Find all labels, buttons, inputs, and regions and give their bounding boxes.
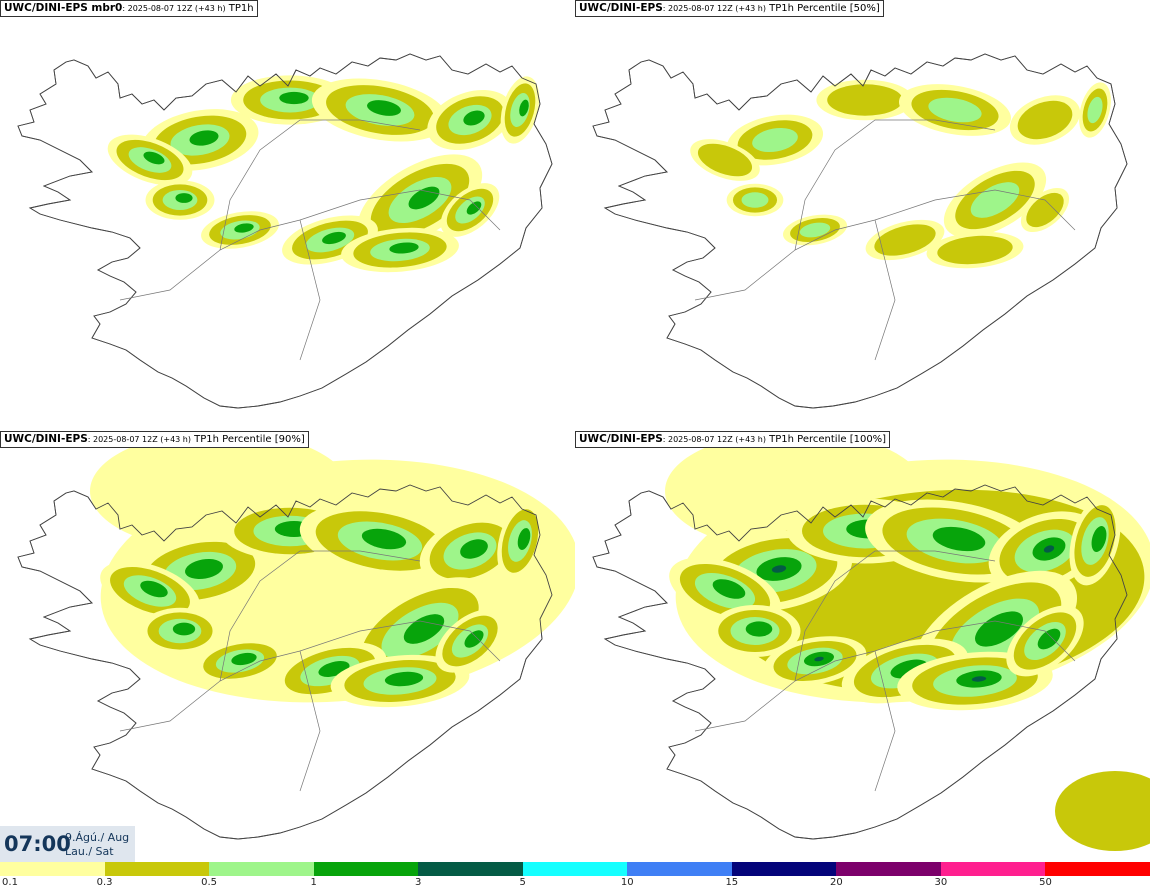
precip-area [463,110,485,126]
precip-area [741,192,769,208]
colorbar-label: 0.1 [2,877,18,888]
coastline-outline [592,53,1128,409]
precip-area [1055,771,1150,851]
precip-area [384,671,424,687]
colorbar-label: 30 [934,877,948,888]
precip-area [697,143,753,177]
road-network [694,550,1076,792]
panel-title: UWC/DINI-EPS: 2025-08-07 12Z (+43 h) TP1… [575,431,891,448]
map-canvas [17,53,553,409]
precip-area [140,580,168,598]
precip-area [937,235,1013,265]
map-canvas [592,53,1128,409]
map-panel-p90: UWC/DINI-EPS: 2025-08-07 12Z (+43 h) TP1… [0,431,575,862]
precip-area [322,231,346,245]
precip-area [517,528,531,550]
colorbar-swatch [940,862,1046,876]
colorbar-label: 5 [519,877,526,888]
precip-area [752,127,798,153]
colorbar-swatch [313,862,419,876]
colorbar-swatch [627,862,732,876]
coastline-outline [17,484,553,840]
road-network [694,119,1076,361]
precip-area [1091,526,1107,552]
precip-area [143,151,165,165]
precip-area [367,100,401,116]
valid-weekday: Lau./ Sat [65,845,114,858]
precip-area [279,91,309,105]
precip-area [1017,100,1073,140]
precip-area [361,528,407,550]
colorbar-label: 1 [310,877,317,888]
map-panel-mbr0: UWC/DINI-EPS mbr0: 2025-08-07 12Z (+43 h… [0,0,575,431]
valid-time-box: 07:00 9.Ágú./ Aug Lau./ Sat [0,826,135,862]
map-canvas [17,431,575,840]
colorbar-label: 10 [620,877,634,888]
valid-time: 07:00 [4,832,71,856]
precip-area [1026,192,1064,228]
panel-title: UWC/DINI-EPS: 2025-08-07 12Z (+43 h) TP1… [575,0,884,17]
road-network [119,550,501,792]
colorbar-swatch [1045,862,1150,876]
precip-area [970,182,1020,218]
precip-area [403,614,445,644]
coastline-outline [17,53,553,409]
colorbar-label: 20 [829,877,843,888]
precip-area [1087,96,1103,124]
precip-area [466,201,482,215]
precip-area [231,652,257,666]
colorbar-swatch [104,862,210,876]
map-canvas [592,431,1150,851]
precip-area [185,558,223,580]
colorbar-swatch [0,862,105,876]
colorbar-swatch [418,862,523,876]
map-panel-p50: UWC/DINI-EPS: 2025-08-07 12Z (+43 h) TP1… [575,0,1150,431]
precip-area [464,630,484,648]
precip-area [975,611,1023,647]
precip-area [814,656,824,662]
precip-area [827,84,903,116]
colorbar-label: 0.3 [96,877,113,888]
colorbar-label: 50 [1039,877,1052,888]
precip-area [932,526,986,552]
precip-area [771,565,787,573]
valid-date: 9.Ágú./ Aug [65,831,130,844]
road-network [119,119,501,361]
precip-area [712,579,746,599]
colorbar-label: 0.5 [201,877,218,888]
colorbar-swatch [836,862,941,876]
coastline-outline [592,484,1128,840]
precip-area [745,621,773,637]
precip-area [519,99,529,117]
precip-area [460,539,488,559]
precip-area [971,676,987,682]
precip-area [389,242,419,254]
precip-area [189,130,219,146]
panel-title: UWC/DINI-EPS: 2025-08-07 12Z (+43 h) TP1… [0,431,309,448]
panel-title: UWC/DINI-EPS mbr0: 2025-08-07 12Z (+43 h… [0,0,258,17]
precip-colorbar [0,862,1150,876]
precip-area [1037,628,1061,650]
colorbar-label: 15 [725,877,739,888]
precip-area [234,223,254,233]
map-panel-p100: UWC/DINI-EPS: 2025-08-07 12Z (+43 h) TP1… [575,431,1150,862]
colorbar-label: 3 [414,877,422,888]
colorbar-swatch [209,862,314,876]
colorbar-labels: 0.1 0.3 0.5 1 3 5 10 15 20 30 50 [0,876,1150,891]
precip-area [928,97,982,123]
precip-area [172,622,196,636]
precip-area [799,222,831,238]
colorbar-swatch [731,862,837,876]
precip-area [1043,545,1055,553]
colorbar-swatch [522,862,628,876]
precip-area [874,224,936,256]
precip-area [175,193,193,203]
